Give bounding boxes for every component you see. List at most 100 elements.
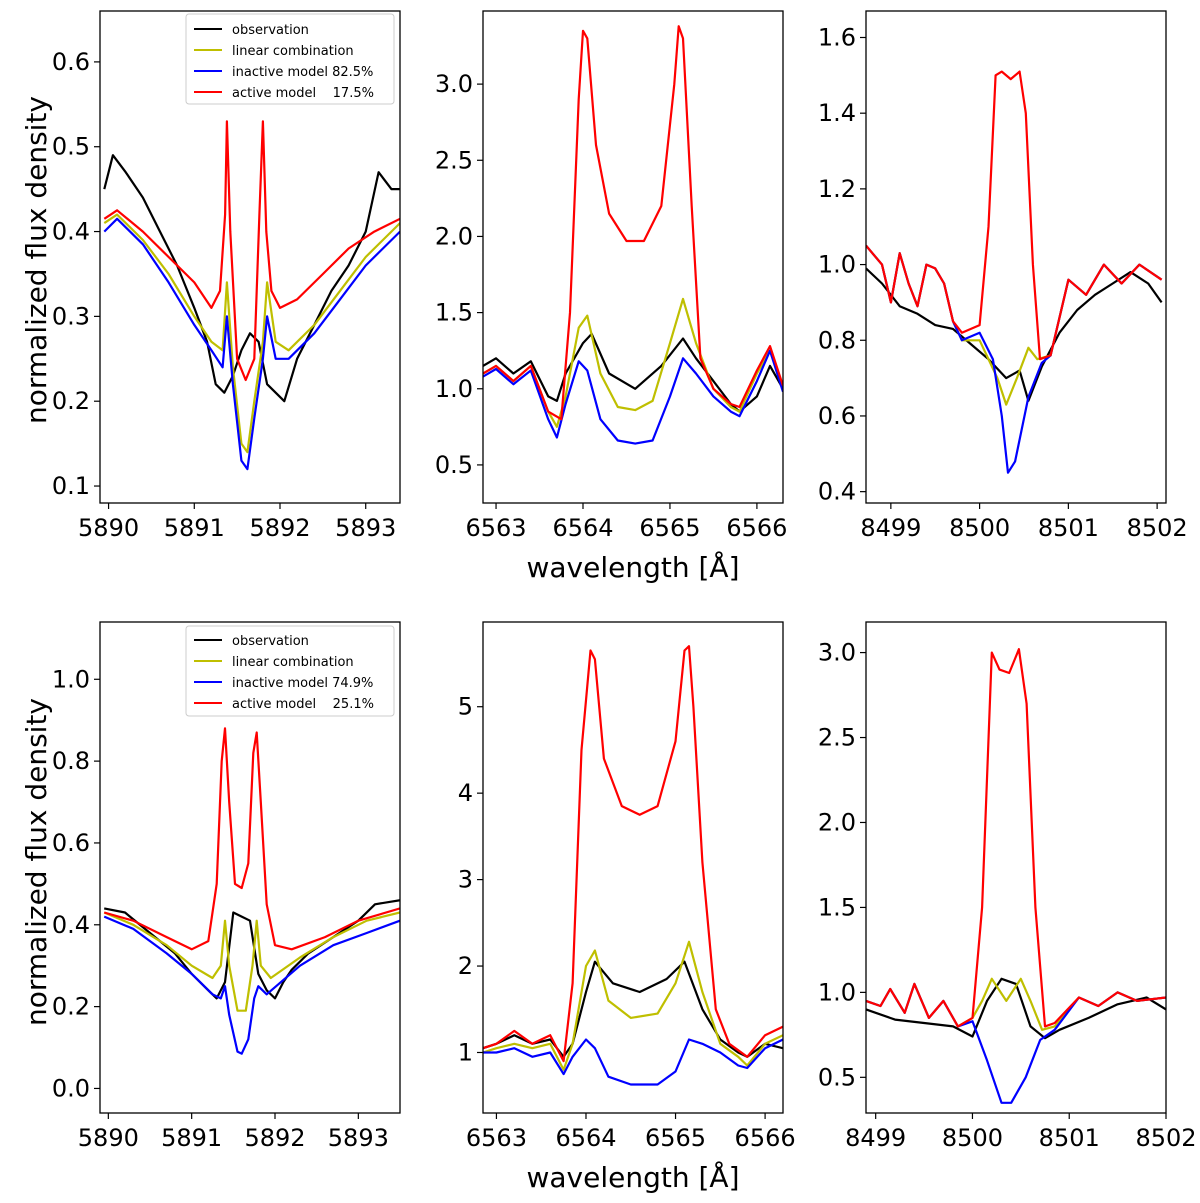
y-tick-label: 1.0 <box>818 978 856 1006</box>
series-inactive-model-line <box>103 217 400 471</box>
axes-frame <box>865 10 1167 504</box>
series-inactive-model-line <box>103 915 400 1055</box>
y-tick-label: 0.3 <box>52 302 90 330</box>
legend-label-active: active model 17.5% <box>232 86 374 101</box>
y-tick-label: 1.0 <box>52 665 90 693</box>
y-tick-label: 0.2 <box>52 387 90 415</box>
x-tick-label: 6564 <box>552 514 613 542</box>
x-tick-label: 6565 <box>639 514 700 542</box>
y-tick-label: 1.2 <box>818 175 856 203</box>
legend-label-active: active model 25.1% <box>232 697 374 712</box>
series-linear-combination-line <box>866 244 1163 406</box>
series-active-model-line <box>103 727 400 951</box>
series-inactive-model-line <box>483 1038 783 1086</box>
y-tick-label: 3.0 <box>818 639 856 667</box>
series-active-model-line <box>866 648 1166 1028</box>
legend-label-inactive: inactive model 74.9% <box>232 676 373 691</box>
series-active-model-line <box>866 70 1163 361</box>
x-tick-label: 5892 <box>249 514 310 542</box>
legend-frame <box>185 625 395 717</box>
y-tick-label: 1.0 <box>435 375 473 403</box>
series-group <box>103 120 400 471</box>
series-group <box>866 70 1163 474</box>
y-tick-label: 0.4 <box>52 218 90 246</box>
y-tick-label: 4 <box>458 779 473 807</box>
panel-r1-c0: 5890 5891 5892 5893 0.0 0.2 0.4 0.6 0.8 1.0 <box>52 621 401 1152</box>
series-active-model-line <box>103 120 400 382</box>
y-tick-label: 0.5 <box>435 451 473 479</box>
x-tick-label: 8499 <box>845 1124 906 1152</box>
x-tick-label: 6565 <box>645 1124 706 1152</box>
y-tick-label: 1.4 <box>818 99 856 127</box>
series-observation-line <box>866 977 1166 1040</box>
axes-frame <box>482 10 784 504</box>
series-group <box>103 727 400 1055</box>
x-tick-label: 6563 <box>466 1124 527 1152</box>
x-tick-label: 8500 <box>942 1124 1003 1152</box>
y-tick-label: 1.6 <box>818 23 856 51</box>
y-tick-label: 1.0 <box>818 251 856 279</box>
x-tick-label: 8500 <box>949 514 1010 542</box>
series-linear-combination-line <box>103 911 400 1012</box>
panel-r1-c2: 8499 8500 8501 8502 0.5 1.0 1.5 2.0 2.5 3.0 <box>818 621 1197 1152</box>
axes-frame <box>482 621 784 1114</box>
y-tick-label: 0.2 <box>52 993 90 1021</box>
legend-label-observation: observation <box>232 23 309 38</box>
xlabel-top: wavelength [Å] <box>526 550 739 584</box>
y-tick-label: 3 <box>458 866 473 894</box>
panel-r0-c0: 5890 5891 5892 5893 0.1 0.2 0.3 0.4 0.5 0.6 <box>52 10 401 542</box>
x-tick-label: 5893 <box>335 514 396 542</box>
x-tick-label: 6566 <box>726 514 787 542</box>
x-tick-label: 8502 <box>1135 1124 1196 1152</box>
y-tick-label: 2 <box>458 952 473 980</box>
panel-r0-c1: 6563 6564 6565 6566 0.5 1.0 1.5 2.0 2.5 3.0 <box>435 10 787 542</box>
legend-label-observation: observation <box>232 634 309 649</box>
x-tick-label: 5890 <box>78 514 139 542</box>
panel-r0-c2: 8499 8500 8501 8502 0.4 0.6 0.8 1.0 1.2 1.4 1.6 <box>818 10 1188 542</box>
y-tick-label: 0.8 <box>52 747 90 775</box>
y-tick-label: 2.5 <box>818 724 856 752</box>
y-tick-label: 2.0 <box>818 808 856 836</box>
y-tick-label: 0.5 <box>818 1063 856 1091</box>
series-group <box>866 648 1166 1104</box>
series-linear-combination-line <box>483 940 783 1071</box>
x-tick-label: 5891 <box>164 514 225 542</box>
legend-label-inactive: inactive model 82.5% <box>232 65 373 80</box>
y-tick-label: 2.0 <box>435 222 473 250</box>
x-tick-label: 6563 <box>466 514 527 542</box>
y-tick-label: 1.5 <box>818 893 856 921</box>
y-tick-label: 2.5 <box>435 146 473 174</box>
series-linear-combination-line <box>103 213 400 454</box>
axes-frame <box>865 621 1167 1114</box>
series-observation-line <box>103 154 400 403</box>
x-tick-label: 8502 <box>1127 514 1188 542</box>
x-tick-label: 5893 <box>328 1124 389 1152</box>
x-tick-label: 5890 <box>78 1124 139 1152</box>
series-inactive-model-line <box>483 349 783 445</box>
series-observation-line <box>103 899 400 1000</box>
legend-bottom: observation linear combination inactive … <box>185 625 395 717</box>
xlabel-bottom: wavelength [Å] <box>526 1160 739 1194</box>
series-active-model-line <box>483 645 783 1063</box>
x-tick-label: 5892 <box>244 1124 305 1152</box>
legend-top: observation linear combination inactive … <box>185 13 395 105</box>
series-active-model-line <box>483 25 783 421</box>
x-tick-label: 6566 <box>735 1124 796 1152</box>
y-tick-label: 1.5 <box>435 299 473 327</box>
y-tick-label: 0.6 <box>52 48 90 76</box>
x-tick-label: 8501 <box>1038 514 1099 542</box>
x-tick-label: 8499 <box>860 514 921 542</box>
panel-r1-c1: 6563 6564 6565 6566 1 2 3 4 5 <box>458 621 796 1152</box>
ylabel-top: normalized flux density <box>20 96 53 424</box>
x-tick-label: 6564 <box>555 1124 616 1152</box>
y-tick-label: 0.8 <box>818 326 856 354</box>
axes-frame <box>99 621 401 1114</box>
axes-frame <box>99 10 401 504</box>
y-tick-label: 3.0 <box>435 70 473 98</box>
series-group <box>483 645 783 1086</box>
y-tick-label: 5 <box>458 693 473 721</box>
series-observation-line <box>483 960 783 1058</box>
x-tick-label: 5891 <box>161 1124 222 1152</box>
y-tick-label: 0.0 <box>52 1074 90 1102</box>
